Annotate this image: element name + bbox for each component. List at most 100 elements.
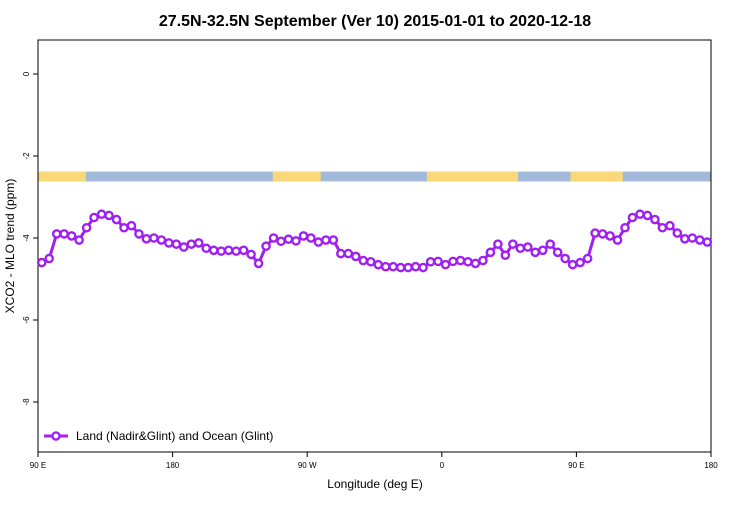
y-tick-label: -4 <box>22 234 31 242</box>
data-point <box>51 229 62 239</box>
data-point <box>186 239 197 249</box>
data-point <box>418 262 428 273</box>
data-point <box>694 235 705 245</box>
data-point <box>66 231 77 241</box>
data-point <box>179 242 189 252</box>
data-point <box>134 229 144 239</box>
data-point <box>36 257 47 268</box>
y-axis-label: XCO2 - MLO trend (ppm) <box>3 179 17 314</box>
data-point <box>343 248 354 259</box>
data-point <box>410 261 421 272</box>
data-point <box>545 239 556 249</box>
data-point <box>336 248 346 259</box>
data-point <box>522 242 533 252</box>
data-point <box>365 256 376 267</box>
data-point <box>89 212 99 223</box>
data-point <box>171 239 182 249</box>
data-point <box>493 239 503 249</box>
land-span <box>426 171 519 182</box>
x-tick-label: 90 E <box>30 461 46 470</box>
data-point <box>231 246 241 256</box>
data-point <box>291 236 301 246</box>
data-point <box>96 209 107 220</box>
x-tick-label: 0 <box>440 461 445 470</box>
data-point <box>680 234 690 244</box>
land-span <box>38 171 86 182</box>
data-point <box>582 253 593 264</box>
data-point <box>455 255 466 266</box>
data-point <box>261 241 271 252</box>
data-point <box>223 245 234 256</box>
data-point <box>74 235 84 245</box>
data-point <box>597 229 608 239</box>
data-point <box>635 209 645 220</box>
land-span <box>272 171 321 182</box>
x-tick-label: 180 <box>704 461 718 470</box>
data-point <box>485 247 496 258</box>
y-tick-label: -6 <box>22 316 31 324</box>
x-tick-label: 180 <box>166 461 180 470</box>
data-point <box>567 259 578 270</box>
data-point <box>620 222 630 233</box>
data-point <box>612 235 623 245</box>
data-point <box>590 228 600 238</box>
data-point <box>298 231 309 241</box>
data-point <box>575 257 585 268</box>
data-point <box>156 235 167 245</box>
data-point <box>380 261 391 272</box>
legend-label: Land (Nadir&Glint) and Ocean (Glint) <box>76 429 273 443</box>
data-point <box>208 245 219 256</box>
data-point <box>321 235 331 245</box>
data-point <box>560 253 570 264</box>
data-point <box>283 234 294 245</box>
data-point <box>59 229 69 239</box>
x-tick-label: 90 E <box>568 461 584 470</box>
data-point <box>126 220 137 231</box>
data-point <box>687 233 698 243</box>
land-span <box>570 171 623 182</box>
data-point <box>508 239 518 249</box>
data-point <box>164 238 174 248</box>
data-point <box>201 243 212 254</box>
data-point <box>515 243 526 254</box>
y-tick-label: -8 <box>22 398 31 406</box>
data-point <box>246 249 256 260</box>
data-point <box>448 256 458 267</box>
chart-title: 27.5N-32.5N September (Ver 10) 2015-01-0… <box>159 13 591 30</box>
data-point <box>253 258 264 269</box>
y-tick-label: 0 <box>22 71 31 76</box>
data-point <box>627 212 638 223</box>
data-point <box>702 237 713 247</box>
plot-frame <box>37 39 712 453</box>
data-point <box>672 228 683 238</box>
data-point <box>313 237 324 247</box>
data-point <box>642 210 653 221</box>
data-point <box>328 235 339 245</box>
data-point <box>403 262 413 273</box>
data-point <box>530 247 541 258</box>
data-point <box>373 259 384 270</box>
data-point <box>463 256 473 267</box>
legend-marker <box>51 431 61 441</box>
y-tick-label: -2 <box>22 152 31 160</box>
data-point <box>478 255 488 266</box>
x-axis-label: Longitude (deg E) <box>327 477 422 491</box>
data-point <box>81 222 92 233</box>
data-point <box>119 222 129 233</box>
data-point <box>537 245 548 256</box>
data-point <box>141 234 152 244</box>
data-point <box>44 253 55 264</box>
data-point <box>552 247 563 258</box>
data-point <box>238 245 249 256</box>
data-point <box>351 251 361 262</box>
data-point <box>276 236 286 247</box>
data-point <box>605 231 615 241</box>
data-point <box>358 255 369 266</box>
data-point <box>440 259 451 270</box>
data-point <box>104 210 114 221</box>
data-point <box>425 256 436 267</box>
data-point <box>193 238 204 248</box>
data-point <box>111 214 122 225</box>
ocean-strip <box>38 171 711 182</box>
